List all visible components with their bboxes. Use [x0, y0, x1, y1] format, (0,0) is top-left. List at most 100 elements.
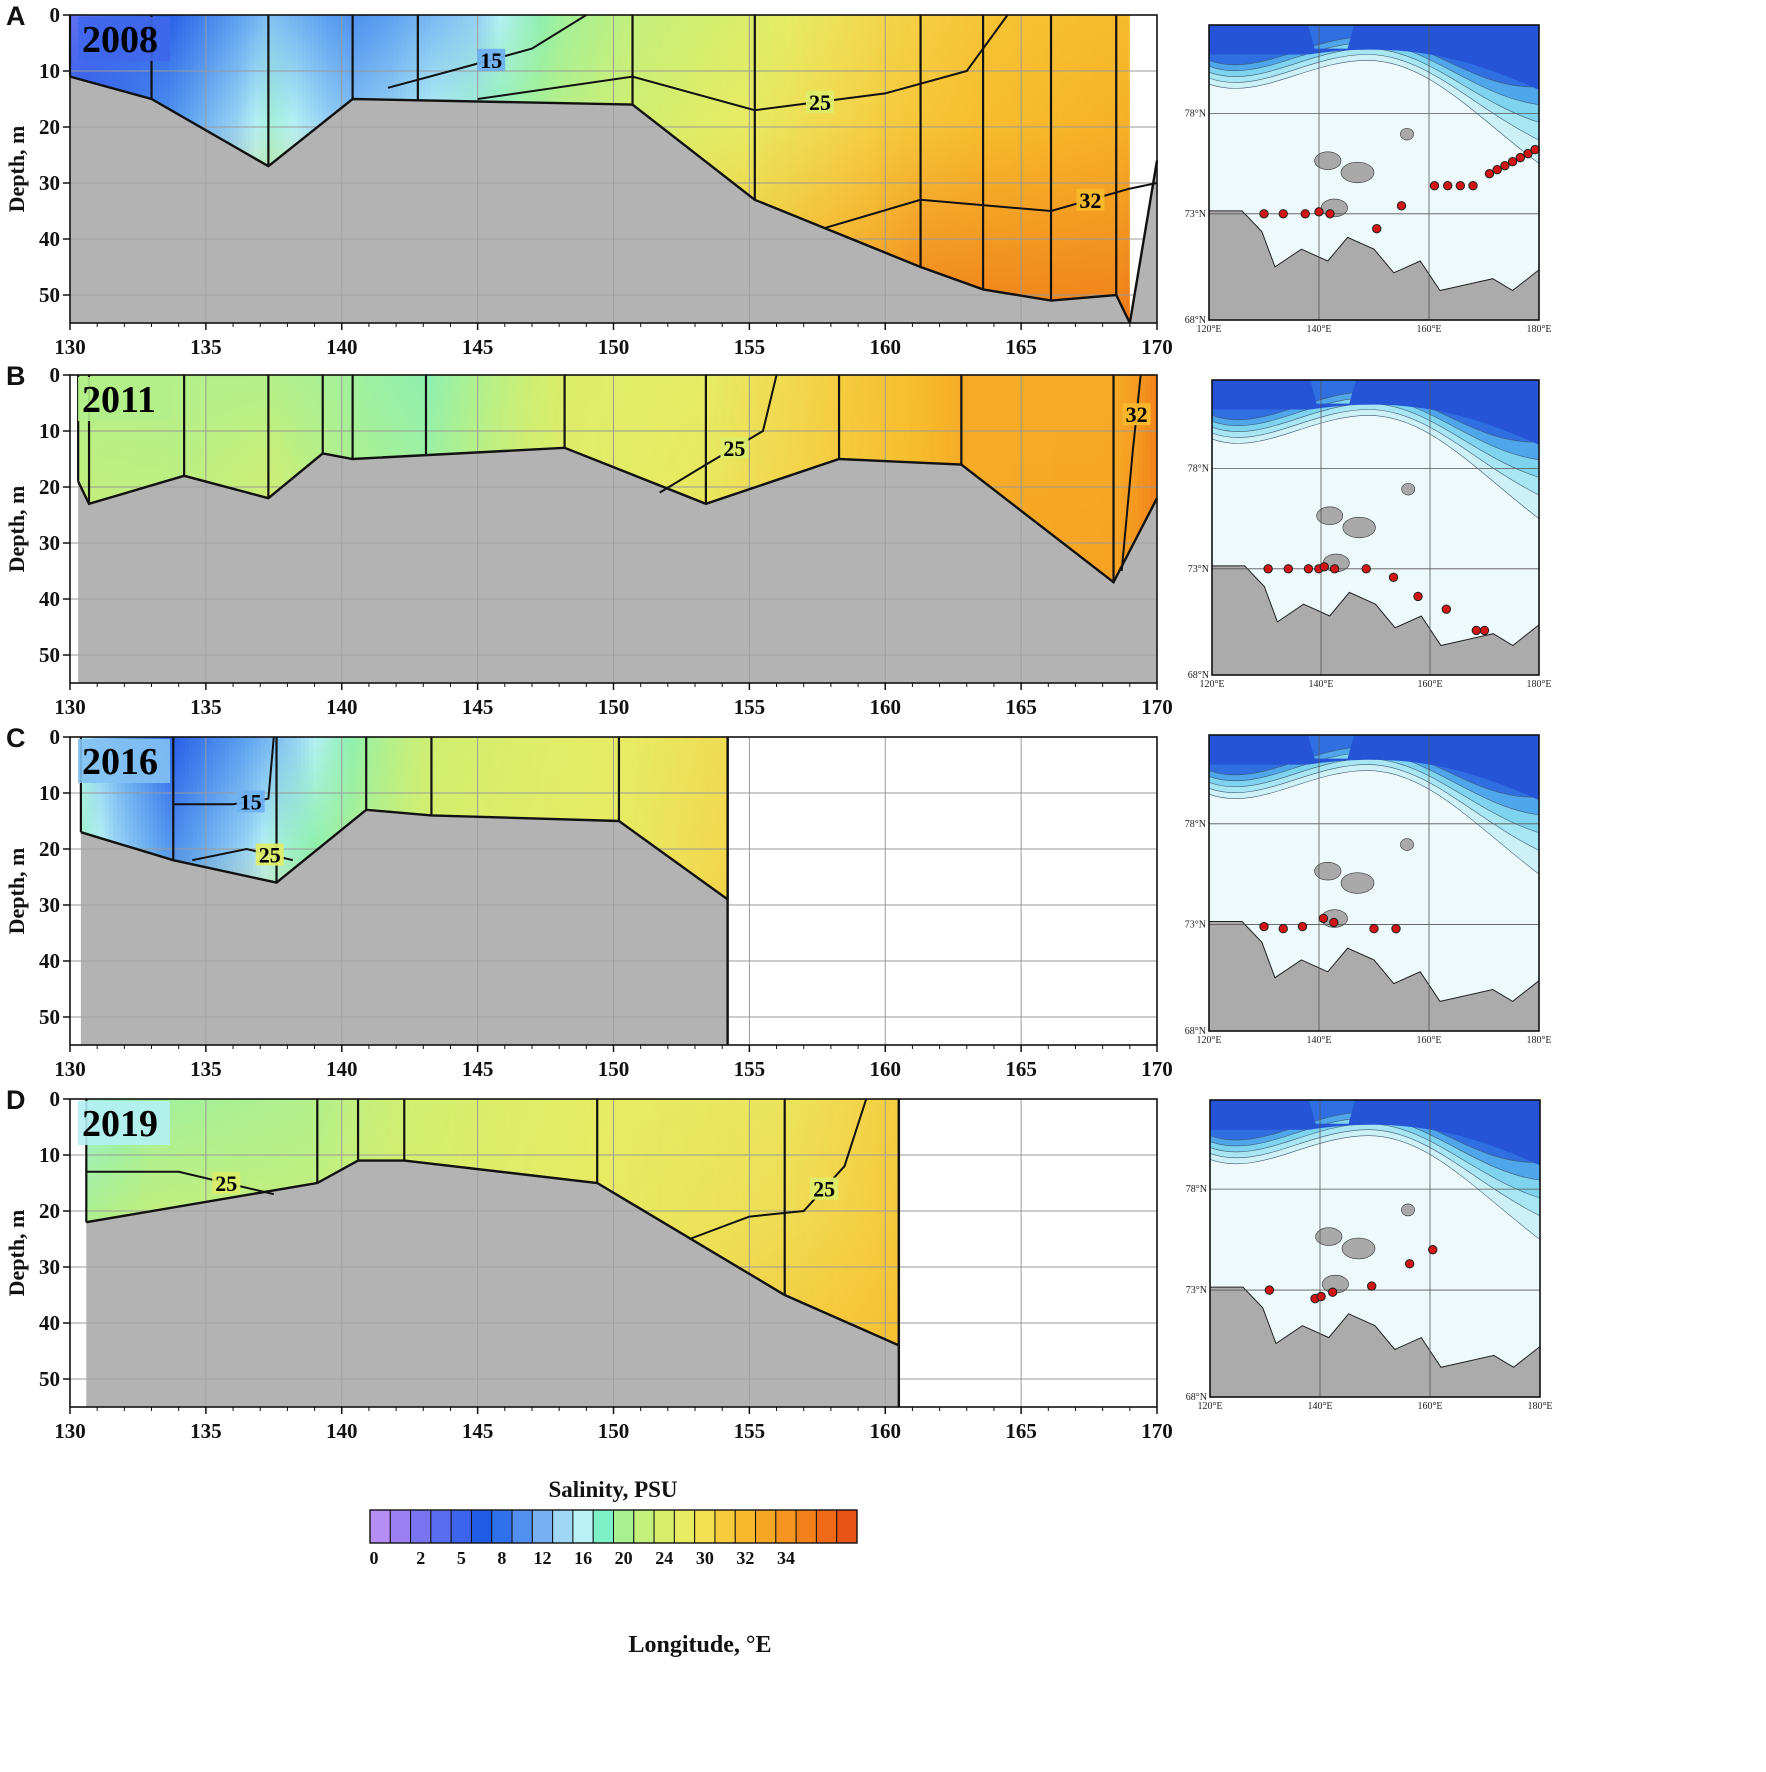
- panel-letter: D: [6, 1085, 26, 1115]
- x-tick-label: 165: [1005, 1057, 1037, 1081]
- island: [1314, 151, 1342, 170]
- inset-map-c: 120°E 140°E 160°E 180°E 78°N 73°N 68°N: [1185, 734, 1552, 1046]
- y-tick-label: 10: [39, 1143, 60, 1167]
- map-lat-label: 68°N: [1188, 670, 1209, 681]
- station-marker: [1372, 223, 1382, 234]
- x-tick-label: 150: [598, 1419, 630, 1443]
- station-marker: [1316, 1291, 1326, 1302]
- land-mass: [1209, 920, 1539, 1031]
- colorbar-swatch: [511, 1509, 533, 1544]
- map-lat-label: 68°N: [1185, 1026, 1206, 1037]
- y-tick-label: 20: [39, 115, 60, 139]
- y-axis-label: Depth, m: [4, 126, 29, 213]
- year-label-bg: [78, 377, 170, 421]
- map-lat-label: 68°N: [1186, 1392, 1207, 1403]
- year-label-bg: [78, 17, 170, 61]
- map-lon-label: 180°E: [1526, 679, 1551, 690]
- station-marker: [1396, 201, 1407, 211]
- station-marker: [1515, 152, 1526, 163]
- colorbar-swatch: [552, 1509, 574, 1544]
- inset-map-a: 120°E 140°E 160°E 180°E 78°N 73°N 68°N: [1185, 24, 1552, 335]
- year-label: 2011: [82, 379, 156, 421]
- y-tick-label: 0: [50, 1087, 61, 1111]
- x-tick-label: 140: [326, 695, 358, 719]
- x-tick-label: 135: [190, 695, 222, 719]
- x-tick-label: 160: [870, 1057, 902, 1081]
- x-tick-label: 155: [734, 695, 766, 719]
- colorbar-swatch: [815, 1509, 838, 1544]
- station-marker: [1455, 181, 1466, 191]
- map-lat-label: 73°N: [1185, 919, 1206, 930]
- x-tick-label: 170: [1141, 1057, 1173, 1081]
- x-tick-label: 160: [870, 335, 902, 359]
- x-axis-label: Longitude, °E: [629, 1632, 772, 1658]
- station-marker: [1300, 209, 1310, 219]
- island: [1400, 127, 1414, 141]
- station-marker: [1303, 564, 1314, 574]
- land-mass: [1212, 565, 1539, 675]
- y-tick-label: 20: [39, 475, 60, 499]
- seafloor-outline: [77, 446, 1159, 585]
- island: [1342, 516, 1376, 539]
- contour-label-bg: [236, 790, 265, 813]
- colorbar-swatch: [450, 1509, 472, 1544]
- station-marker: [1500, 160, 1510, 171]
- map-frame: [1208, 734, 1540, 1032]
- map-body: [1209, 735, 1539, 1031]
- year-label: 2019: [82, 1103, 158, 1145]
- isohaline-25: [689, 1098, 868, 1240]
- map-lat-label: 73°N: [1185, 209, 1206, 220]
- station-marker: [1530, 144, 1540, 155]
- station-marker: [1278, 209, 1288, 219]
- x-tick-label: 145: [462, 695, 494, 719]
- y-tick-label: 40: [39, 227, 60, 251]
- map-lat-label: 78°N: [1188, 464, 1209, 475]
- x-tick-label: 155: [734, 1057, 766, 1081]
- colorbar-swatch: [369, 1509, 391, 1544]
- contour-label: 25: [215, 1171, 237, 1196]
- x-tick-label: 130: [54, 695, 86, 719]
- year-label-bg: [78, 1101, 170, 1145]
- station-marker: [1468, 181, 1478, 191]
- x-tick-label: 145: [462, 1057, 494, 1081]
- map-lon-label: 160°E: [1416, 324, 1441, 335]
- map-lon-label: 160°E: [1417, 679, 1442, 690]
- y-tick-label: 40: [39, 1311, 60, 1335]
- station-marker: [1413, 591, 1423, 602]
- panel-letter: C: [6, 723, 26, 753]
- station-marker: [1443, 181, 1453, 191]
- y-tick-label: 30: [39, 1255, 60, 1279]
- x-tick-label: 160: [870, 695, 902, 719]
- map-lon-label: 140°E: [1306, 324, 1331, 335]
- contour-label: 32: [1126, 402, 1148, 427]
- colorbar-swatch: [734, 1509, 757, 1544]
- station-marker: [1471, 625, 1482, 636]
- grid-lines: [80, 816, 727, 1045]
- isohaline-32: [825, 182, 1158, 229]
- section-panel-a: 15 25 32 130 135 140 145 150 155 160 165 170 0 10 20 30…: [4, 1, 1173, 359]
- station-marker: [1329, 564, 1340, 574]
- colorbar-swatch: [673, 1509, 696, 1544]
- y-tick-label: 0: [50, 725, 61, 749]
- station-marker: [1507, 156, 1518, 167]
- y-tick-label: 20: [39, 837, 60, 861]
- map-lon-label: 180°E: [1527, 1401, 1552, 1412]
- contour-label-bg: [806, 90, 835, 113]
- map-frame: [1209, 1099, 1541, 1398]
- x-tick-label: 160: [870, 1419, 902, 1443]
- y-tick-label: 30: [39, 171, 60, 195]
- map-frame: [1211, 379, 1540, 676]
- section-panel-c: 15 25 130 135 140 145 150 155 160 165 170 0 10 20 30 40…: [4, 723, 1173, 1081]
- map-lon-label: 120°E: [1196, 1035, 1221, 1046]
- colorbar-tick-label: 24: [655, 1548, 673, 1568]
- grid-lines: [86, 1169, 898, 1407]
- x-tick-label: 155: [734, 335, 766, 359]
- contour-label: 15: [240, 789, 262, 814]
- contour-label-bg: [477, 48, 506, 71]
- station-marker: [1297, 921, 1308, 932]
- station-marker: [1264, 1285, 1275, 1295]
- x-tick-label: 135: [190, 1419, 222, 1443]
- map-body: [1209, 25, 1539, 320]
- isohaline-25: [86, 1170, 275, 1196]
